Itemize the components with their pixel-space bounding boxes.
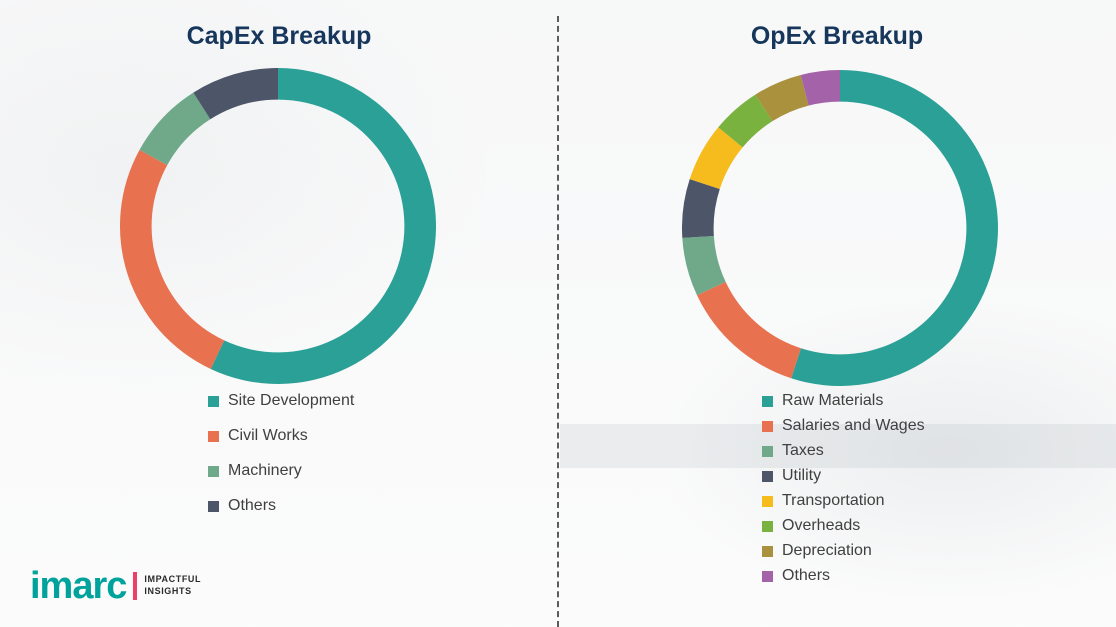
donut-segment-transportation <box>689 127 743 189</box>
legend-item: Transportation <box>762 492 925 510</box>
donut-segment-site-development <box>210 68 436 384</box>
capex-donut-chart <box>120 68 436 384</box>
donut-segment-utility <box>682 179 720 238</box>
donut-segment-taxes <box>682 235 726 296</box>
legend-label: Transportation <box>782 492 885 509</box>
legend-label: Salaries and Wages <box>782 417 925 434</box>
legend-swatch <box>208 395 219 407</box>
legend-label: Others <box>782 567 831 584</box>
legend-item: Taxes <box>762 442 925 460</box>
opex-chart-title: OpEx Breakup <box>750 22 924 50</box>
legend-label: Raw Materials <box>782 392 884 409</box>
logo-accent-bar <box>133 572 138 600</box>
legend-item: Salaries and Wages <box>762 417 925 435</box>
logo-tagline-line2: INSIGHTS <box>144 586 192 596</box>
legend-label: Civil Works <box>228 427 308 444</box>
donut-segment-salaries-and-wages <box>697 281 801 379</box>
legend-swatch <box>208 465 219 477</box>
legend-swatch <box>762 495 773 507</box>
legend-swatch <box>762 420 773 432</box>
legend-item: Utility <box>762 467 925 485</box>
legend-item: Depreciation <box>762 542 925 560</box>
donut-segment-others <box>800 70 840 106</box>
capex-chart-title: CapEx Breakup <box>186 22 372 50</box>
legend-swatch <box>762 445 773 457</box>
donut-segment-civil-works <box>120 149 225 369</box>
legend-label: Machinery <box>228 462 302 479</box>
legend-item: Site Development <box>208 392 354 410</box>
legend-label: Others <box>228 497 277 514</box>
donut-segment-overheads <box>718 94 773 148</box>
donut-segment-depreciation <box>755 74 809 122</box>
imarc-logo-text: imarc <box>30 565 127 607</box>
legend-item: Others <box>208 497 354 515</box>
legend-swatch <box>762 520 773 532</box>
legend-swatch <box>762 395 773 407</box>
legend-item: Machinery <box>208 462 354 480</box>
legend-item: Civil Works <box>208 427 354 445</box>
legend-item: Overheads <box>762 517 925 535</box>
legend-label: Overheads <box>782 517 861 534</box>
legend-label: Depreciation <box>782 542 872 559</box>
logo-tagline: IMPACTFUL INSIGHTS <box>144 574 201 597</box>
legend-label: Taxes <box>782 442 824 459</box>
opex-donut-chart <box>682 70 998 386</box>
legend-swatch <box>208 430 219 442</box>
legend-swatch <box>762 545 773 557</box>
capex-legend: Site Development Civil Works Machinery Othe… <box>208 392 354 532</box>
legend-swatch <box>208 500 219 512</box>
donut-segment-others <box>193 68 278 120</box>
legend-item: Others <box>762 567 925 585</box>
donut-segment-machinery <box>139 92 211 166</box>
opex-legend: Raw Materials Salaries and Wages Taxes Util… <box>762 392 925 592</box>
legend-swatch <box>762 470 773 482</box>
logo-tagline-line1: IMPACTFUL <box>144 574 202 585</box>
legend-swatch <box>762 570 773 582</box>
imarc-logo: imarc IMPACTFUL INSIGHTS <box>30 567 201 605</box>
vertical-dashed-divider <box>557 16 559 627</box>
legend-label: Site Development <box>228 392 355 409</box>
legend-label: Utility <box>782 467 822 484</box>
legend-item: Raw Materials <box>762 392 925 410</box>
donut-segment-raw-materials <box>791 70 998 386</box>
